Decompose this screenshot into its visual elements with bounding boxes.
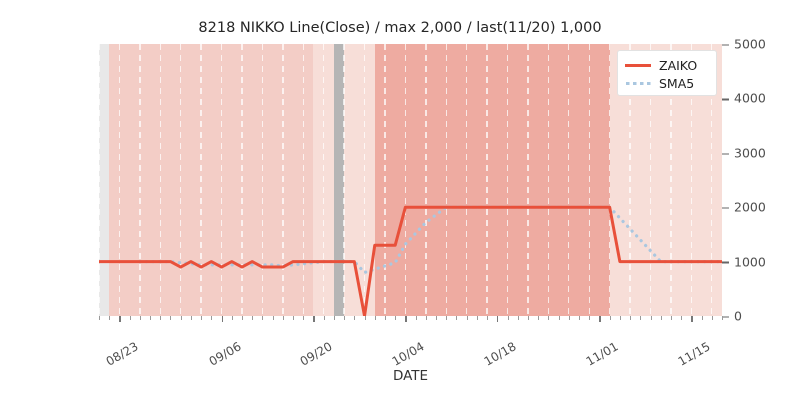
x-axis-minor-tick	[129, 316, 131, 320]
y-axis-tick: 5000	[722, 37, 766, 52]
x-axis-minor-tick	[160, 316, 162, 320]
x-axis-tick-label: 09/20	[298, 339, 336, 369]
x-axis-minor-tick	[99, 316, 100, 320]
x-axis-minor-tick	[241, 316, 243, 320]
x-axis-minor-tick	[150, 316, 152, 320]
x-axis-minor-tick	[466, 316, 468, 320]
x-axis-minor-tick	[538, 316, 540, 320]
chart-title: 8218 NIKKO Line(Close) / max 2,000 / las…	[198, 20, 602, 36]
x-axis-minor-tick	[701, 316, 703, 320]
x-axis-minor-tick	[589, 316, 591, 320]
background-band	[374, 44, 610, 316]
x-axis-minor-tick	[476, 316, 478, 320]
x-axis-minor-tick	[344, 316, 346, 320]
x-axis-minor-tick	[548, 316, 550, 320]
x-axis-minor-tick	[190, 316, 192, 320]
series-line-zaiko	[99, 205, 722, 316]
x-axis-tick-label: 09/06	[206, 339, 244, 369]
legend-label-sma5: SMA5	[659, 75, 695, 91]
legend[interactable]: ZAIKO SMA5	[617, 50, 717, 96]
x-axis-minor-tick	[374, 316, 376, 320]
x-axis-minor-tick	[211, 316, 213, 320]
x-axis-minor-tick	[425, 316, 427, 320]
x-axis-minor-tick	[303, 316, 305, 320]
x-axis-minor-tick	[487, 316, 489, 320]
background-band	[109, 44, 314, 316]
x-axis-minor-tick	[446, 316, 448, 320]
x-axis-minor-tick	[456, 316, 458, 320]
x-axis-minor-tick	[180, 316, 182, 320]
x-axis-minor-tick	[170, 316, 172, 320]
x-axis-tick-label: 11/15	[676, 339, 713, 369]
y-axis-tick: 4000	[722, 91, 766, 106]
x-axis-tick-label: 08/23	[104, 339, 142, 369]
x-axis-minor-tick	[568, 316, 570, 320]
x-axis-minor-tick	[354, 316, 356, 320]
x-axis-minor-tick	[282, 316, 284, 320]
x-axis-major-tick	[405, 316, 407, 322]
y-axis-tick: 1000	[722, 254, 766, 269]
legend-label-zaiko: ZAIKO	[659, 57, 698, 73]
x-axis-minor-tick	[558, 316, 560, 320]
x-axis-major-tick	[119, 316, 121, 322]
x-axis-minor-tick	[670, 316, 672, 320]
x-axis-minor-tick	[272, 316, 274, 320]
background-band	[99, 44, 101, 316]
series-lines	[99, 205, 722, 316]
x-axis-minor-tick	[640, 316, 642, 320]
x-axis-minor-tick	[333, 316, 335, 320]
legend-item-sma5[interactable]: SMA5	[625, 74, 709, 92]
x-axis-minor-tick	[201, 316, 203, 320]
x-axis-major-tick	[313, 316, 315, 322]
x-axis-minor-tick	[650, 316, 652, 320]
x-axis-minor-tick	[579, 316, 581, 320]
x-axis-minor-tick	[395, 316, 397, 320]
x-axis-minor-tick	[660, 316, 662, 320]
x-axis-minor-tick	[384, 316, 386, 320]
x-axis-minor-tick	[517, 316, 519, 320]
x-axis-minor-tick	[436, 316, 438, 320]
x-axis: 08/23 09/06 09/20 10/04 10/18 11/01 11/15	[99, 316, 723, 386]
x-axis-tick-label: 11/01	[584, 339, 622, 369]
background-band	[333, 44, 345, 316]
x-axis-major-tick	[221, 316, 223, 322]
line-dotted-icon	[625, 77, 652, 89]
x-axis-minor-tick	[262, 316, 264, 320]
x-axis-minor-tick	[252, 316, 254, 320]
x-axis-minor-tick	[364, 316, 366, 320]
x-axis-minor-tick	[415, 316, 417, 320]
x-axis-minor-tick	[722, 316, 723, 320]
x-axis-minor-tick	[507, 316, 509, 320]
x-axis-minor-tick	[527, 316, 529, 320]
x-axis-minor-tick	[630, 316, 632, 320]
x-axis-minor-tick	[323, 316, 325, 320]
y-axis: 0 1000 2000 3000 4000 5000	[722, 37, 800, 324]
x-axis-minor-tick	[711, 316, 713, 320]
x-axis-tick-label: 10/18	[481, 339, 519, 369]
x-axis-minor-tick	[619, 316, 621, 320]
x-axis-tick-label: 10/04	[390, 339, 428, 369]
legend-item-zaiko[interactable]: ZAIKO	[625, 56, 709, 74]
x-axis-major-tick	[691, 316, 693, 322]
x-axis-minor-tick	[139, 316, 141, 320]
x-axis-label: DATE	[392, 368, 429, 384]
y-axis-tick: 0	[722, 309, 742, 324]
x-axis-minor-tick	[681, 316, 683, 320]
x-axis-minor-tick	[231, 316, 233, 320]
y-axis-tick: 2000	[722, 200, 766, 215]
line-solid-icon	[625, 59, 651, 71]
y-axis-tick: 3000	[722, 145, 766, 160]
x-axis-major-tick	[497, 316, 499, 322]
x-axis-major-tick	[599, 316, 601, 322]
x-axis-minor-tick	[109, 316, 111, 320]
x-axis-minor-tick	[609, 316, 611, 320]
x-axis-minor-tick	[293, 316, 295, 320]
